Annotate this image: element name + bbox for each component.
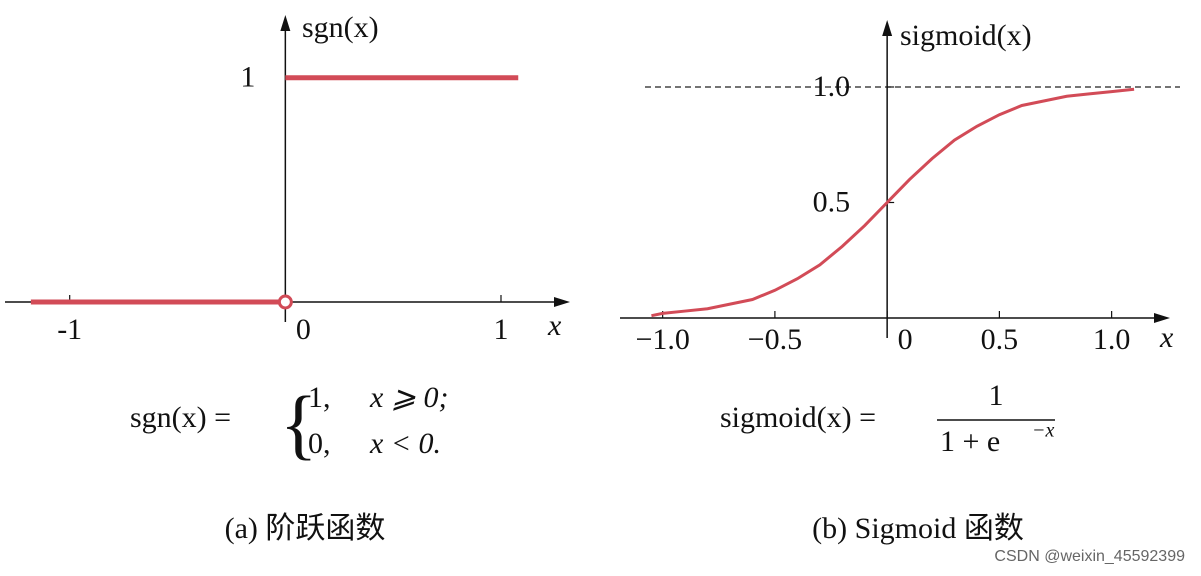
y-axis-label: sgn(x): [302, 11, 379, 44]
data-line: [30, 75, 519, 305]
watermark: CSDN @weixin_45592399: [994, 548, 1185, 565]
x-tick-label: 0: [898, 323, 913, 356]
formula-lhs: sigmoid(x) =: [720, 401, 876, 434]
data-line: [651, 87, 1135, 318]
y-axis-arrow: [280, 15, 291, 31]
brace: {: [280, 380, 317, 467]
y-tick-label: 0.5: [813, 185, 851, 218]
x-tick-label: 1: [493, 313, 508, 346]
x-tick-label: 0: [296, 313, 311, 346]
x-tick-label: 1.0: [1093, 323, 1131, 356]
y-tick-label: 1.0: [813, 70, 851, 103]
caption: (b) Sigmoid 函数: [812, 512, 1024, 545]
formula-condition: x < 0.: [369, 427, 441, 460]
x-tick-label: −0.5: [748, 323, 802, 356]
x-tick-label: −1.0: [635, 323, 689, 356]
y-axis-label: sigmoid(x): [900, 19, 1032, 52]
formula-numerator: 1: [989, 379, 1004, 412]
x-tick-label: -1: [57, 313, 82, 346]
formula-denominator: 1 + e: [940, 425, 1000, 458]
formula-case: 1,: [308, 381, 331, 414]
formula-exponent: −x: [1032, 420, 1054, 442]
y-tick-label: 1: [240, 61, 255, 94]
x-axis-arrow: [554, 297, 570, 307]
formula-condition: x ⩾ 0;: [369, 381, 448, 414]
caption: (a) 阶跃函数: [225, 512, 386, 545]
open-point: [277, 294, 293, 310]
x-axis-label: x: [547, 309, 562, 342]
x-tick-label: 0.5: [981, 323, 1019, 356]
x-axis-arrow: [1154, 313, 1170, 323]
formula-lhs: sgn(x) =: [130, 401, 231, 434]
y-axis-arrow: [882, 20, 893, 36]
x-axis-label: x: [1159, 321, 1174, 354]
formula-case: 0,: [308, 427, 331, 460]
